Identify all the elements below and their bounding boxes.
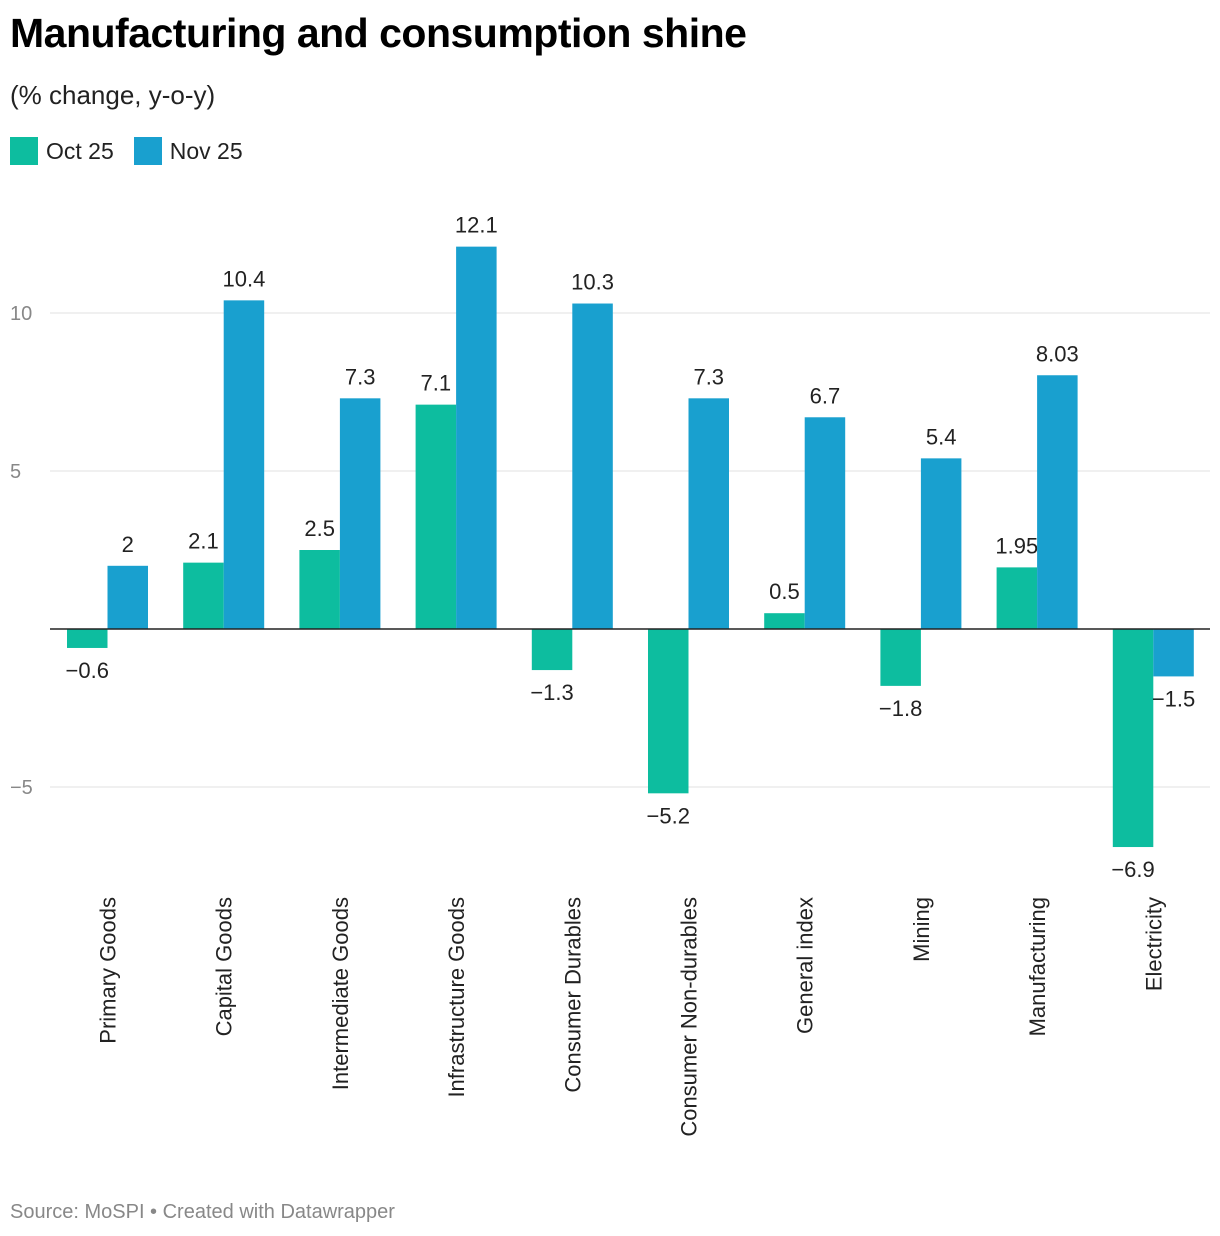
- data-label: −5.2: [647, 803, 690, 828]
- bar: [531, 629, 573, 671]
- data-label: −1.5: [1152, 686, 1195, 711]
- bar: [1112, 629, 1154, 848]
- bar: [339, 398, 381, 629]
- bar: [996, 567, 1038, 629]
- x-tick-label: Consumer Durables: [560, 897, 585, 1093]
- data-label: 7.1: [421, 371, 452, 396]
- x-tick-label: Infrastructure Goods: [444, 897, 469, 1098]
- bar: [804, 417, 846, 629]
- x-tick-label: Intermediate Goods: [328, 897, 353, 1090]
- source-note: Source: MoSPI • Created with Datawrapper: [10, 1201, 395, 1223]
- x-tick-label: Electricity: [1141, 897, 1166, 991]
- x-tick-label: Primary Goods: [96, 897, 121, 1044]
- legend-swatch-nov: [133, 137, 162, 165]
- data-label: 0.5: [769, 579, 800, 604]
- bar: [880, 629, 921, 686]
- x-tick-label: General index: [793, 897, 818, 1034]
- data-label: 7.3: [345, 364, 376, 389]
- bar: [299, 550, 340, 629]
- data-label: 2.1: [188, 529, 219, 554]
- bar: [1037, 375, 1078, 629]
- data-label: 1.95: [995, 533, 1038, 558]
- data-label: −6.9: [1111, 857, 1154, 882]
- bar: [107, 565, 148, 629]
- legend-item-nov: Nov 25: [133, 137, 243, 165]
- legend-label-oct: Oct 25: [46, 137, 114, 164]
- bar: [183, 562, 224, 629]
- bar: [1153, 629, 1194, 677]
- y-tick-label: 5: [10, 461, 21, 483]
- chart-title: Manufacturing and consumption shine: [10, 10, 747, 56]
- x-tick-label: Manufacturing: [1025, 897, 1050, 1036]
- bar: [920, 458, 962, 629]
- legend-swatch-oct: [10, 137, 38, 165]
- bar: [456, 246, 497, 629]
- bar: [648, 629, 689, 794]
- data-label: 5.4: [926, 424, 957, 449]
- legend-label-nov: Nov 25: [169, 137, 243, 164]
- data-label: 10.3: [571, 270, 614, 295]
- bar: [688, 398, 729, 629]
- data-label: 2.5: [304, 516, 335, 541]
- bar: [764, 613, 805, 629]
- y-tick-label: −5: [10, 777, 33, 799]
- legend: Oct 25 Nov 25: [10, 137, 263, 165]
- x-tick-label: Mining: [909, 897, 934, 962]
- data-label: 10.4: [223, 266, 266, 291]
- x-tick-label: Capital Goods: [212, 897, 237, 1036]
- data-label: −1.8: [879, 696, 922, 721]
- bar: [67, 629, 108, 648]
- data-label: 6.7: [810, 383, 841, 408]
- x-tick-label: Consumer Non-durables: [677, 897, 702, 1137]
- data-label: 7.3: [693, 364, 724, 389]
- data-label: 8.03: [1036, 341, 1079, 366]
- data-label: −0.6: [66, 658, 109, 683]
- data-label: 12.1: [455, 213, 498, 238]
- chart-subtitle: (% change, y-o-y): [10, 80, 216, 110]
- legend-item-oct: Oct 25: [10, 137, 114, 165]
- y-tick-label: 10: [10, 303, 32, 325]
- bar: [572, 303, 613, 629]
- bar: [415, 404, 457, 629]
- bar: [223, 300, 265, 629]
- data-label: 2: [122, 532, 134, 557]
- data-label: −1.3: [530, 680, 573, 705]
